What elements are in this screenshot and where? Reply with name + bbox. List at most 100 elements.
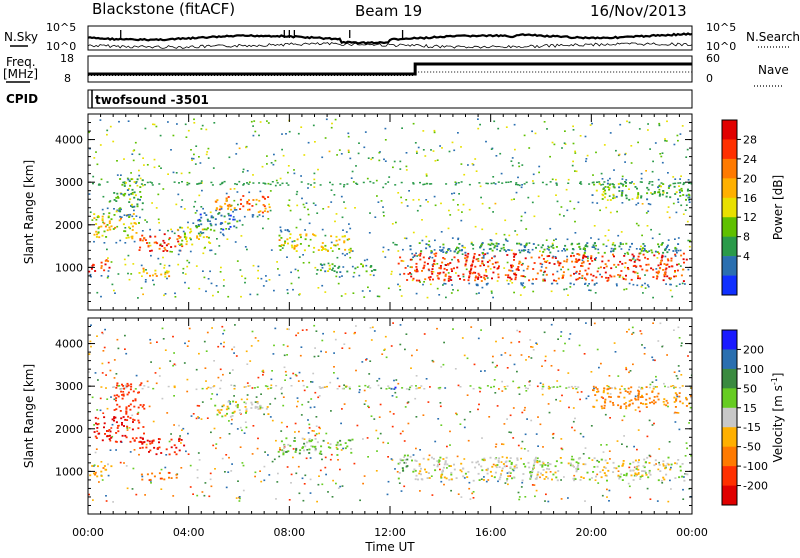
scatter-cell	[667, 405, 669, 408]
scatter-cell	[132, 159, 135, 162]
scatter-cell	[369, 212, 371, 214]
echo-cell	[627, 387, 630, 390]
scatter-cell	[230, 384, 233, 386]
scatter-cell	[400, 201, 403, 204]
echo-cell	[126, 234, 129, 237]
echo-edge-cell	[248, 191, 251, 194]
echo-edge-cell	[177, 253, 180, 256]
echo-cell	[151, 442, 154, 444]
scatter-cell	[341, 347, 344, 349]
echo-cell	[258, 199, 261, 202]
scatter-cell	[442, 284, 444, 286]
echo-cell	[632, 469, 635, 472]
echo-cell	[525, 243, 528, 246]
echo-cell	[585, 256, 588, 258]
scatter-cell	[245, 146, 247, 149]
scatter-cell	[262, 371, 265, 374]
echo-cell	[250, 401, 253, 404]
range-band-cell	[548, 388, 551, 390]
scatter-cell	[666, 354, 668, 356]
echo-cell	[210, 216, 213, 219]
scatter-cell	[286, 292, 289, 295]
echo-cell	[533, 262, 536, 264]
echo-cell	[107, 260, 110, 263]
echo-edge-cell	[90, 275, 92, 278]
scatter-cell	[101, 479, 104, 481]
range-band-cell	[507, 181, 510, 183]
scatter-cell	[297, 332, 300, 334]
scatter-cell	[556, 270, 559, 273]
scatter-cell	[400, 490, 403, 492]
scatter-cell	[518, 393, 521, 395]
echo-cell	[634, 398, 637, 401]
range-band-cell	[275, 385, 278, 387]
range-band-cell	[548, 387, 551, 389]
scatter-cell	[403, 456, 405, 458]
scatter-cell	[617, 234, 620, 237]
echo-cell	[613, 275, 616, 278]
echo-cell	[263, 205, 266, 208]
echo-cell	[628, 400, 631, 403]
scatter-cell	[107, 361, 110, 364]
echo-cell	[586, 471, 589, 474]
echo-cell	[210, 215, 213, 218]
scatter-cell	[315, 416, 318, 418]
scatter-cell	[510, 198, 513, 201]
echo-cell	[541, 464, 544, 467]
scatter-cell	[325, 432, 328, 435]
scatter-cell	[404, 406, 407, 408]
echo-cell	[343, 240, 346, 243]
scatter-cell	[593, 322, 596, 325]
scatter-cell	[493, 120, 496, 123]
echo-cell	[649, 401, 651, 404]
scatter-cell	[259, 407, 262, 410]
echo-edge-cell	[127, 214, 130, 216]
range-band-cell	[469, 385, 472, 387]
scatter-cell	[368, 385, 370, 387]
echo-cell	[100, 475, 103, 477]
scatter-cell	[461, 253, 464, 255]
echo-cell	[139, 436, 142, 439]
scatter-cell	[327, 491, 329, 493]
scatter-cell	[330, 126, 333, 129]
echo-cell	[139, 238, 142, 240]
echo-cell	[103, 416, 106, 419]
scatter-cell	[638, 128, 641, 130]
scatter-cell	[457, 209, 460, 211]
scatter-cell	[246, 398, 249, 401]
scatter-cell	[547, 500, 550, 503]
echo-cell	[492, 271, 495, 274]
echo-cell	[439, 266, 442, 269]
scatter-cell	[628, 121, 631, 124]
scatter-cell	[124, 384, 127, 387]
echo-cell	[339, 271, 342, 273]
scatter-cell	[481, 202, 484, 205]
scatter-cell	[303, 154, 306, 156]
scatter-cell	[387, 480, 390, 483]
scatter-cell	[685, 204, 688, 206]
echo-cell	[115, 210, 118, 213]
scatter-cell	[477, 118, 479, 120]
echo-edge-cell	[621, 202, 624, 204]
scatter-cell	[517, 162, 520, 164]
scatter-cell	[241, 462, 244, 464]
scatter-cell	[628, 371, 630, 374]
echo-cell	[98, 236, 101, 239]
scatter-cell	[468, 481, 471, 484]
scatter-cell	[680, 342, 683, 344]
range-band-cell	[656, 386, 658, 388]
scatter-cell	[170, 228, 172, 231]
echo-cell	[554, 257, 557, 259]
echo-cell	[216, 409, 219, 412]
scatter-cell	[551, 178, 554, 181]
scatter-cell	[561, 448, 564, 451]
echo-cell	[535, 476, 538, 479]
echo-cell	[637, 468, 640, 471]
scatter-cell	[604, 235, 607, 237]
range-band-cell	[592, 181, 595, 183]
range-band-cell	[580, 183, 583, 185]
echo-cell	[170, 477, 173, 479]
echo-cell	[541, 465, 544, 468]
scatter-cell	[417, 146, 420, 149]
scatter-cell	[164, 349, 167, 351]
